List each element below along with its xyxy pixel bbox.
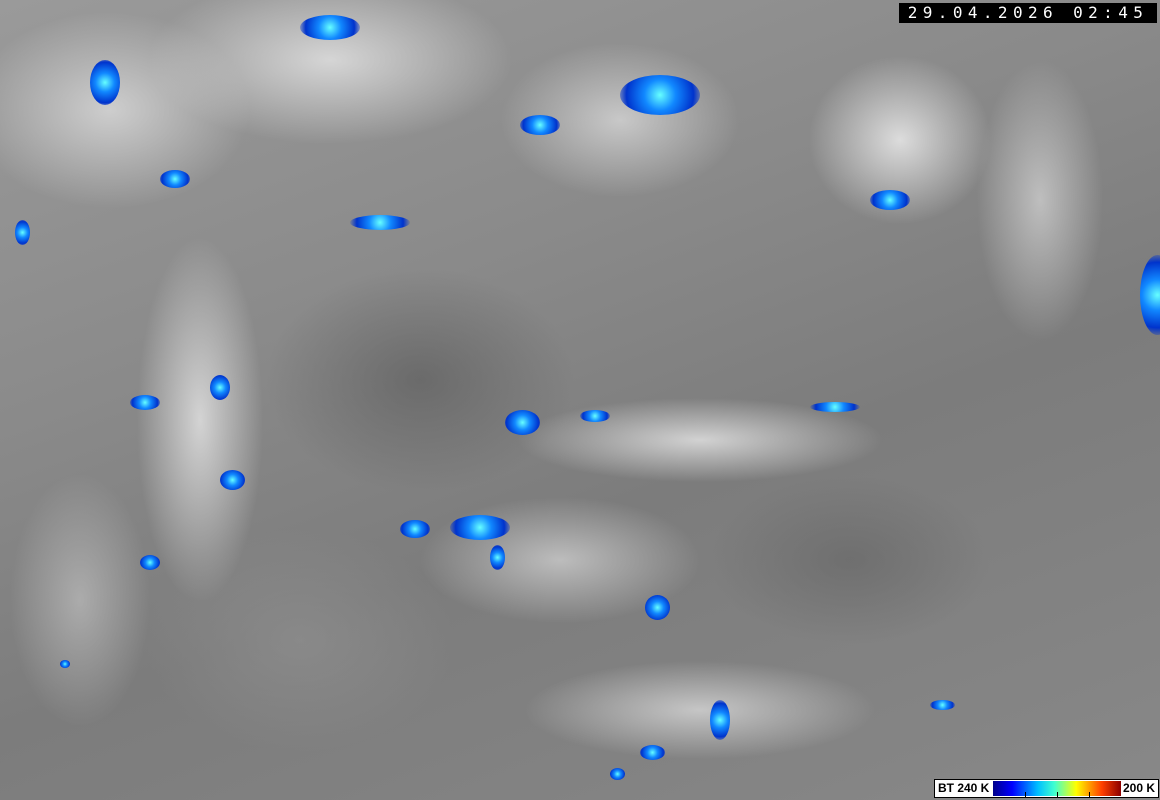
legend-tick bbox=[1057, 792, 1058, 797]
cold-cloud-top bbox=[140, 555, 160, 570]
cold-cloud-top bbox=[930, 700, 955, 710]
legend-tick bbox=[1089, 792, 1090, 797]
cold-cloud-top bbox=[15, 220, 30, 245]
cold-cloud-top bbox=[130, 395, 160, 410]
cold-cloud-top bbox=[220, 470, 245, 490]
brightness-temperature-legend: BT 240 K 200 K bbox=[934, 779, 1159, 798]
cold-cloud-top bbox=[490, 545, 505, 570]
cold-cloud-top bbox=[810, 402, 860, 412]
cold-cloud-top bbox=[210, 375, 230, 400]
cold-cloud-top bbox=[610, 768, 625, 780]
legend-color-scale bbox=[993, 781, 1121, 797]
cold-cloud-top bbox=[450, 515, 510, 540]
cold-cloud-top bbox=[640, 745, 665, 760]
cold-cloud-top bbox=[645, 595, 670, 620]
cold-cloud-top bbox=[160, 170, 190, 188]
cold-cloud-top bbox=[710, 700, 730, 740]
cold-cloud-top bbox=[60, 660, 70, 668]
legend-tick bbox=[1025, 792, 1026, 797]
cold-cloud-top bbox=[400, 520, 430, 538]
cold-cloud-top bbox=[350, 215, 410, 230]
cold-cloud-top bbox=[580, 410, 610, 422]
cold-cloud-top bbox=[620, 75, 700, 115]
cold-cloud-top bbox=[300, 15, 360, 40]
legend-min-label: BT 240 K bbox=[938, 781, 990, 795]
cold-cloud-top bbox=[90, 60, 120, 105]
cold-cloud-top bbox=[520, 115, 560, 135]
cold-cloud-top bbox=[1140, 255, 1160, 335]
cold-cloud-top bbox=[870, 190, 910, 210]
cold-cloud-top bbox=[505, 410, 540, 435]
timestamp: 29.04.2026 02:45 bbox=[899, 3, 1157, 23]
legend-max-label: 200 K bbox=[1122, 781, 1155, 795]
